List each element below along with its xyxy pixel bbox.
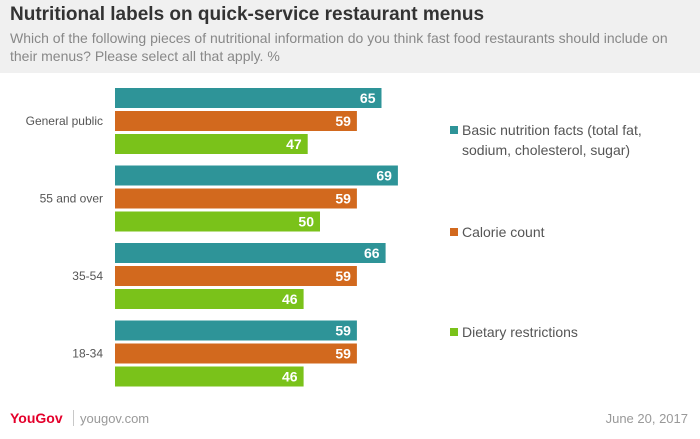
- chart-title: Nutritional labels on quick-service rest…: [10, 4, 485, 25]
- bar-35-54-series-2: [115, 266, 357, 286]
- category-label-55-and-over: 55 and over: [40, 192, 103, 206]
- legend-swatch-basic-nutrition: [450, 126, 458, 134]
- bar-general-public-series-1: [115, 88, 382, 108]
- legend-label-calorie-count: Calorie count: [462, 224, 545, 240]
- data-label-18-34-series-2: 59: [335, 346, 351, 362]
- data-label-general-public-series-1: 65: [360, 90, 376, 106]
- footer-site: yougov.com: [80, 411, 150, 426]
- data-label-35-54-series-3: 46: [282, 291, 298, 307]
- legend-label-basic-nutrition: Basic nutrition facts (total fat, sodium…: [462, 122, 642, 158]
- bar-55-and-over-series-2: [115, 188, 357, 209]
- data-label-55-and-over-series-3: 50: [298, 214, 314, 230]
- category-label-18-34: 18-34: [72, 347, 103, 361]
- bar-55-and-over-series-1: [115, 165, 398, 186]
- legend-label-dietary-restrictions: Dietary restrictions: [462, 324, 578, 340]
- bar-18-34-series-3: [115, 366, 304, 387]
- data-label-18-34-series-1: 59: [335, 323, 351, 339]
- bar-35-54-series-3: [115, 289, 304, 309]
- category-label-general-public: General public: [26, 114, 103, 128]
- bar-general-public-series-3: [115, 134, 308, 154]
- data-label-35-54-series-2: 59: [335, 268, 351, 284]
- bar-55-and-over-series-3: [115, 211, 320, 232]
- bar-18-34-series-1: [115, 320, 357, 341]
- data-label-35-54-series-1: 66: [364, 245, 380, 261]
- bar-chart: General public 65 59 47 55 and over 69 59 50 35-…: [26, 88, 398, 387]
- data-label-18-34-series-3: 46: [282, 369, 298, 385]
- legend-swatch-calorie-count: [450, 228, 458, 236]
- legend: Basic nutrition facts (total fat, sodium…: [450, 0, 690, 439]
- bar-18-34-series-2: [115, 343, 357, 364]
- bar-35-54-series-1: [115, 243, 386, 263]
- bar-general-public-series-2: [115, 111, 357, 131]
- footer-divider: [73, 410, 74, 426]
- chart-subtitle: Which of the following pieces of nutriti…: [10, 30, 668, 64]
- yougov-logo: YouGov: [10, 410, 63, 426]
- legend-swatch-dietary-restrictions: [450, 328, 458, 336]
- data-label-55-and-over-series-1: 69: [376, 168, 392, 184]
- header: Nutritional labels on quick-service rest…: [0, 0, 700, 73]
- category-label-35-54: 35-54: [72, 269, 103, 283]
- data-label-general-public-series-2: 59: [335, 113, 351, 129]
- footer-date: June 20, 2017: [605, 411, 688, 426]
- data-label-55-and-over-series-2: 59: [335, 191, 351, 207]
- data-label-general-public-series-3: 47: [286, 136, 302, 152]
